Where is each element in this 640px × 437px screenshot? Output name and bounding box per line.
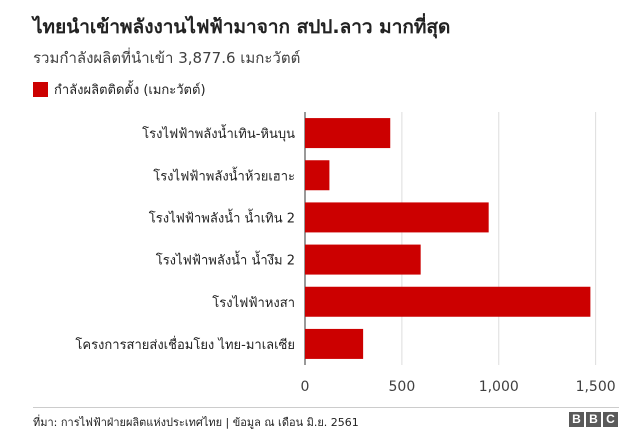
bbc-logo-letter: B (586, 412, 601, 427)
chart-subtitle: รวมกำลังผลิตที่นำเข้า 3,877.6 เมกะวัตต์ (33, 49, 301, 67)
legend-label: กำลังผลิตติดตั้ง (เมกะวัตต์) (54, 82, 206, 98)
bbc-logo: B B C (569, 412, 618, 427)
legend: กำลังผลิตติดตั้ง (เมกะวัตต์) (33, 80, 206, 98)
bar (305, 202, 489, 233)
category-label: โครงการสายส่งเชื่อมโยง ไทย-มาเลเซีย (75, 336, 295, 353)
category-label: โรงไฟฟ้าพลังน้ำ น้ำงึม 2 (156, 251, 295, 269)
footer-divider (33, 407, 619, 408)
category-label: โรงไฟฟ้าหงสา (212, 295, 295, 311)
bar (305, 328, 364, 359)
bbc-logo-letter: B (569, 412, 584, 427)
category-label: โรงไฟฟ้าพลังน้ำห้วยเฮาะ (153, 166, 295, 184)
x-tick-label: 500 (389, 379, 416, 395)
bar (305, 286, 591, 317)
category-label: โรงไฟฟ้าพลังน้ำเทิน-หินบุน (142, 124, 295, 142)
chart-title: ไทยนำเข้าพลังงานไฟฟ้ามาจาก สปป.ลาว มากที… (33, 16, 451, 38)
bar (305, 160, 330, 191)
category-label: โรงไฟฟ้าพลังน้ำ น้ำเทิน 2 (149, 208, 295, 226)
source-note: ที่มา: การไฟฟ้าฝ่ายผลิตแห่งประเทศไทย | ข… (33, 416, 359, 429)
x-tick-label: 0 (301, 379, 310, 395)
x-tick-label: 1,000 (479, 379, 519, 395)
bar (305, 118, 391, 149)
legend-swatch (33, 81, 48, 97)
bar (305, 244, 421, 275)
x-tick-label: 1,500 (576, 379, 616, 395)
bbc-logo-letter: C (603, 412, 618, 427)
